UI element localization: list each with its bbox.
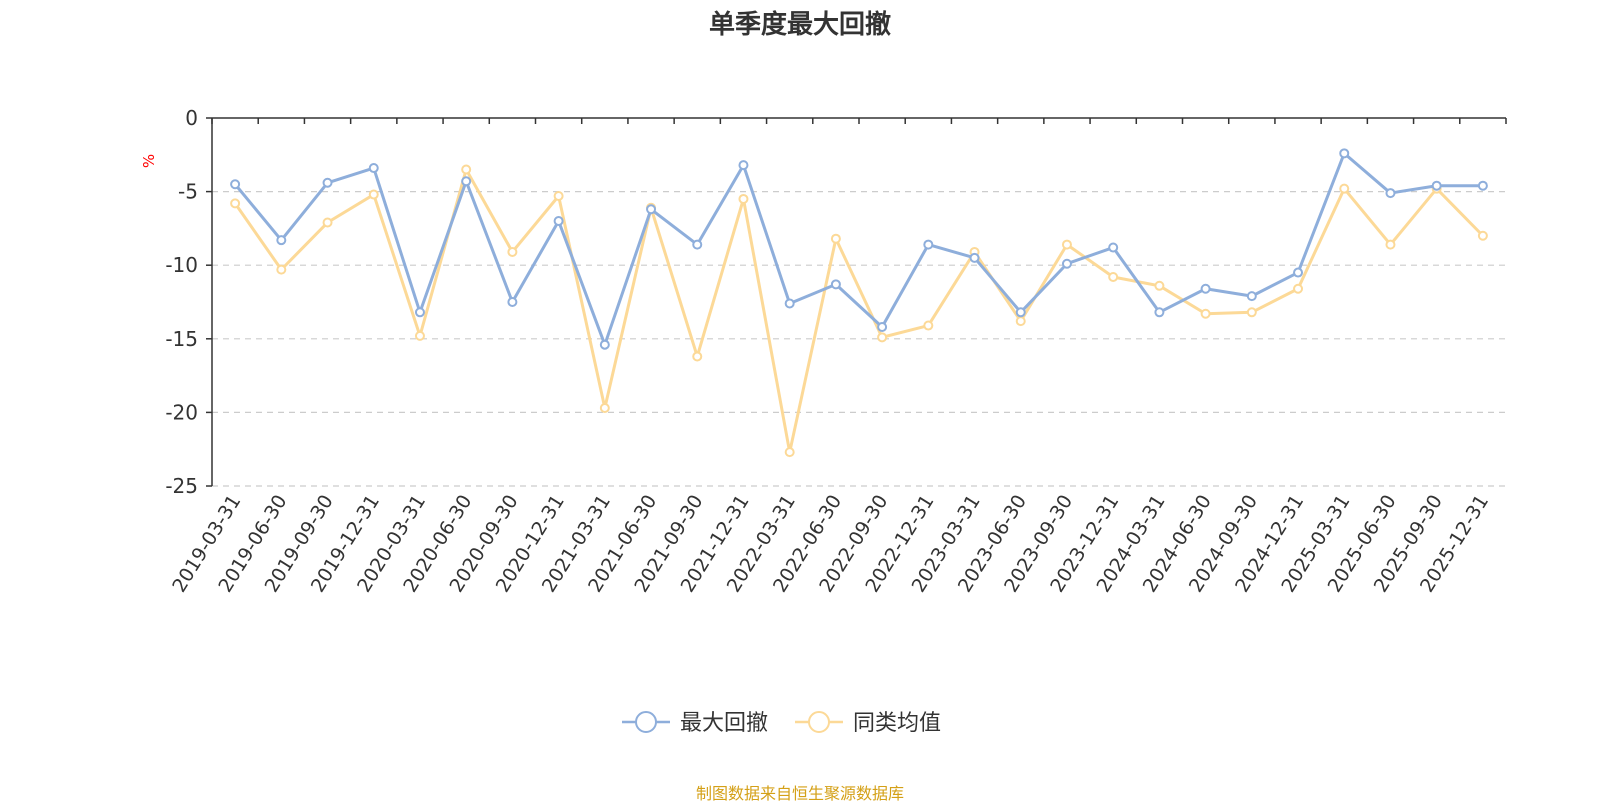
- data-point: [1154, 307, 1165, 318]
- y-tick-label: 0: [185, 106, 198, 130]
- axes: 0-5-10-15-20-252019-03-312019-06-302019-…: [165, 106, 1507, 596]
- data-point: [1385, 188, 1396, 199]
- data-point: [1108, 271, 1119, 282]
- series-lines: [230, 148, 1488, 458]
- data-point: [368, 189, 379, 200]
- data-point: [923, 239, 934, 250]
- data-point: [414, 330, 425, 341]
- legend[interactable]: 最大回撤 同类均值: [622, 711, 941, 736]
- y-tick-label: -10: [165, 253, 198, 277]
- data-point: [276, 235, 287, 246]
- chart-title: 单季度最大回撤: [708, 10, 891, 40]
- data-point: [599, 402, 610, 413]
- y-tick-label: -15: [165, 327, 198, 351]
- data-point: [599, 339, 610, 350]
- y-tick-label: -25: [165, 474, 198, 498]
- y-tick-label: -20: [165, 400, 198, 424]
- legend-item[interactable]: 最大回撤: [622, 711, 768, 736]
- data-point: [646, 204, 657, 215]
- data-point: [230, 179, 241, 190]
- data-point: [553, 216, 564, 227]
- grid-lines: [212, 191, 1506, 487]
- series-line: [233, 168, 1484, 454]
- data-point: [1200, 308, 1211, 319]
- data-point: [923, 320, 934, 331]
- data-point: [1015, 307, 1026, 318]
- series-line: [233, 151, 1483, 347]
- data-point: [1108, 242, 1119, 253]
- legend-label: 同类均值: [853, 711, 941, 736]
- legend-label: 最大回撤: [680, 711, 768, 736]
- data-point: [1339, 183, 1350, 194]
- data-point: [738, 160, 749, 171]
- data-point: [1293, 283, 1304, 294]
- data-point: [1293, 267, 1304, 278]
- data-point: [1477, 230, 1488, 241]
- data-point: [322, 217, 333, 228]
- data-point: [877, 322, 888, 333]
- data-point: [276, 264, 287, 275]
- legend-item[interactable]: 同类均值: [795, 711, 941, 736]
- legend-marker-icon: [635, 711, 657, 733]
- data-point: [1015, 316, 1026, 327]
- data-point: [368, 163, 379, 174]
- data-point: [877, 332, 888, 343]
- data-point: [830, 279, 841, 290]
- data-point: [507, 246, 518, 257]
- data-point: [1061, 239, 1072, 250]
- data-point: [1477, 180, 1488, 191]
- data-point: [1246, 291, 1257, 302]
- data-point: [784, 298, 795, 309]
- data-point: [1339, 148, 1350, 159]
- data-point: [322, 177, 333, 188]
- data-point: [1431, 180, 1442, 191]
- data-point: [830, 233, 841, 244]
- data-point: [969, 252, 980, 263]
- data-point: [1385, 239, 1396, 250]
- data-point: [461, 176, 472, 187]
- data-point: [1061, 258, 1072, 269]
- source-note: 制图数据来自恒生聚源数据库: [695, 784, 904, 803]
- legend-marker-icon: [808, 711, 830, 733]
- data-point: [738, 193, 749, 204]
- data-point: [692, 239, 703, 250]
- data-point: [784, 447, 795, 458]
- data-point: [553, 191, 564, 202]
- y-tick-label: -5: [178, 180, 198, 204]
- data-point: [692, 351, 703, 362]
- data-point: [1154, 280, 1165, 291]
- data-point: [461, 164, 472, 175]
- data-point: [1200, 283, 1211, 294]
- data-point: [507, 297, 518, 307]
- data-point: [414, 307, 425, 318]
- data-point: [1246, 307, 1257, 318]
- data-point: [230, 198, 241, 209]
